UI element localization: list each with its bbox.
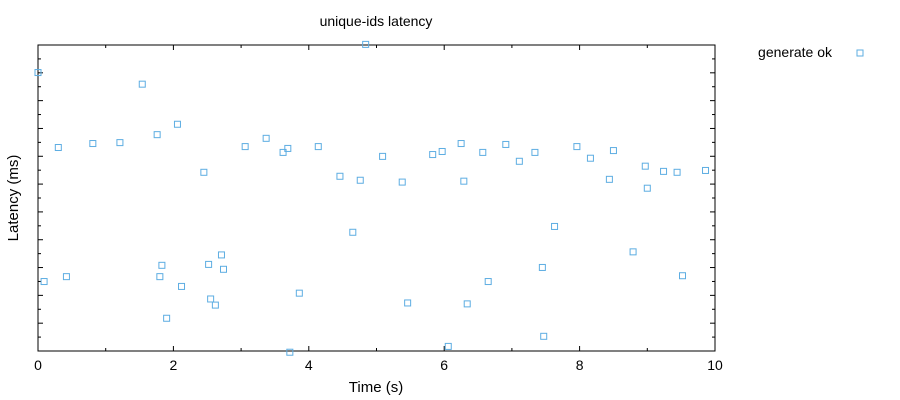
data-point: [295, 289, 303, 297]
data-point: [429, 151, 437, 159]
data-point: [379, 152, 387, 160]
data-point: [153, 131, 161, 139]
data-point: [40, 278, 48, 286]
data-point: [438, 147, 446, 155]
data-point: [551, 222, 559, 230]
plot-frame: [37, 44, 716, 352]
x-tick-label: 6: [440, 357, 448, 373]
data-point: [605, 175, 613, 183]
x-tick-label: 10: [707, 357, 723, 373]
data-point: [211, 301, 219, 309]
data-point: [538, 263, 546, 271]
legend-marker-square: [856, 49, 864, 57]
data-point: [34, 69, 42, 77]
y-axis-ticks: [38, 44, 715, 352]
data-point: [173, 120, 181, 128]
data-point: [349, 228, 357, 236]
data-point: [643, 184, 651, 192]
data-point: [463, 300, 471, 308]
data-point: [200, 168, 208, 176]
data-point: [531, 148, 539, 156]
data-point: [398, 178, 406, 186]
data-point: [540, 332, 548, 340]
data-point: [284, 144, 292, 152]
data-point: [62, 273, 70, 281]
data-point: [217, 251, 225, 259]
data-point: [156, 273, 164, 281]
data-point: [484, 278, 492, 286]
data-point: [336, 172, 344, 180]
data-point: [158, 261, 166, 269]
data-point: [116, 139, 124, 147]
series-generate-ok: [34, 40, 710, 356]
legend: generate ok: [758, 44, 864, 60]
data-point: [314, 143, 322, 151]
data-point: [178, 282, 186, 290]
data-point: [404, 299, 412, 307]
x-axis-label: Time (s): [349, 379, 403, 396]
data-point: [356, 176, 364, 184]
legend-label: generate ok: [758, 44, 833, 60]
data-point: [138, 80, 146, 88]
data-point: [609, 147, 617, 155]
x-tick-label: 2: [170, 357, 178, 373]
data-point: [629, 248, 637, 256]
data-point: [205, 260, 213, 268]
data-point: [444, 342, 452, 350]
data-point: [641, 162, 649, 170]
data-point: [702, 166, 710, 174]
y-axis-label: Latency (ms): [5, 155, 22, 242]
data-point: [479, 148, 487, 156]
data-point: [241, 143, 249, 151]
data-point: [502, 140, 510, 148]
data-point: [586, 154, 594, 162]
data-point: [54, 144, 62, 152]
data-point: [673, 168, 681, 176]
data-point: [362, 40, 370, 48]
x-axis-ticks: 0 2 4 6 8 10: [34, 45, 723, 373]
data-point: [207, 295, 215, 303]
data-point: [262, 134, 270, 142]
data-point: [515, 157, 523, 165]
data-point: [460, 177, 468, 185]
data-point: [573, 143, 581, 151]
data-point: [457, 140, 465, 148]
data-point: [679, 272, 687, 280]
data-point: [660, 167, 668, 175]
chart-title: unique-ids latency: [320, 13, 433, 29]
data-point: [279, 148, 287, 156]
data-point: [219, 265, 227, 273]
x-tick-label: 8: [576, 357, 584, 373]
data-point: [89, 140, 97, 148]
x-tick-label: 0: [34, 357, 42, 373]
data-point: [286, 348, 294, 356]
x-tick-label: 4: [305, 357, 313, 373]
data-point: [163, 314, 171, 322]
